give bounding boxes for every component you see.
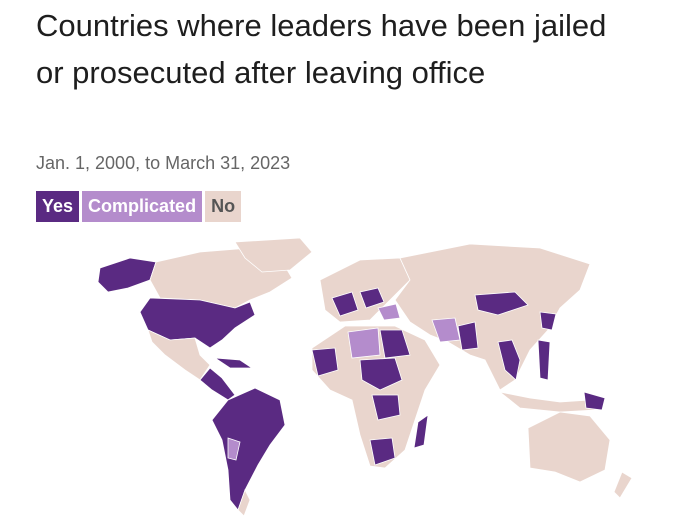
legend-item: No xyxy=(205,191,242,222)
legend-item: Complicated xyxy=(82,191,203,222)
world-map xyxy=(97,237,633,517)
subtitle: Jan. 1, 2000, to March 31, 2023 xyxy=(36,153,291,173)
country xyxy=(359,357,403,391)
legend-item: Yes xyxy=(36,191,80,222)
country xyxy=(237,488,251,517)
country xyxy=(527,411,611,483)
legend: Yes Complicated No xyxy=(36,191,242,222)
country xyxy=(371,394,401,421)
country xyxy=(347,327,381,359)
country xyxy=(413,414,429,449)
country xyxy=(147,329,211,381)
country xyxy=(211,387,286,511)
country xyxy=(394,243,591,391)
country xyxy=(227,437,241,461)
country xyxy=(369,437,396,466)
country xyxy=(213,357,254,369)
country xyxy=(97,257,157,293)
country xyxy=(499,391,596,413)
title: Countries where leaders have been jailed… xyxy=(36,8,607,90)
country xyxy=(234,237,313,273)
country xyxy=(359,287,385,309)
country xyxy=(311,347,339,377)
country xyxy=(199,367,236,401)
country xyxy=(377,303,401,321)
country xyxy=(331,291,359,317)
country xyxy=(583,391,606,411)
country xyxy=(457,321,479,351)
country xyxy=(379,329,411,359)
country xyxy=(539,311,557,331)
country xyxy=(431,317,461,343)
country xyxy=(537,339,551,381)
country xyxy=(474,291,529,316)
country xyxy=(613,471,633,499)
country xyxy=(497,339,521,381)
